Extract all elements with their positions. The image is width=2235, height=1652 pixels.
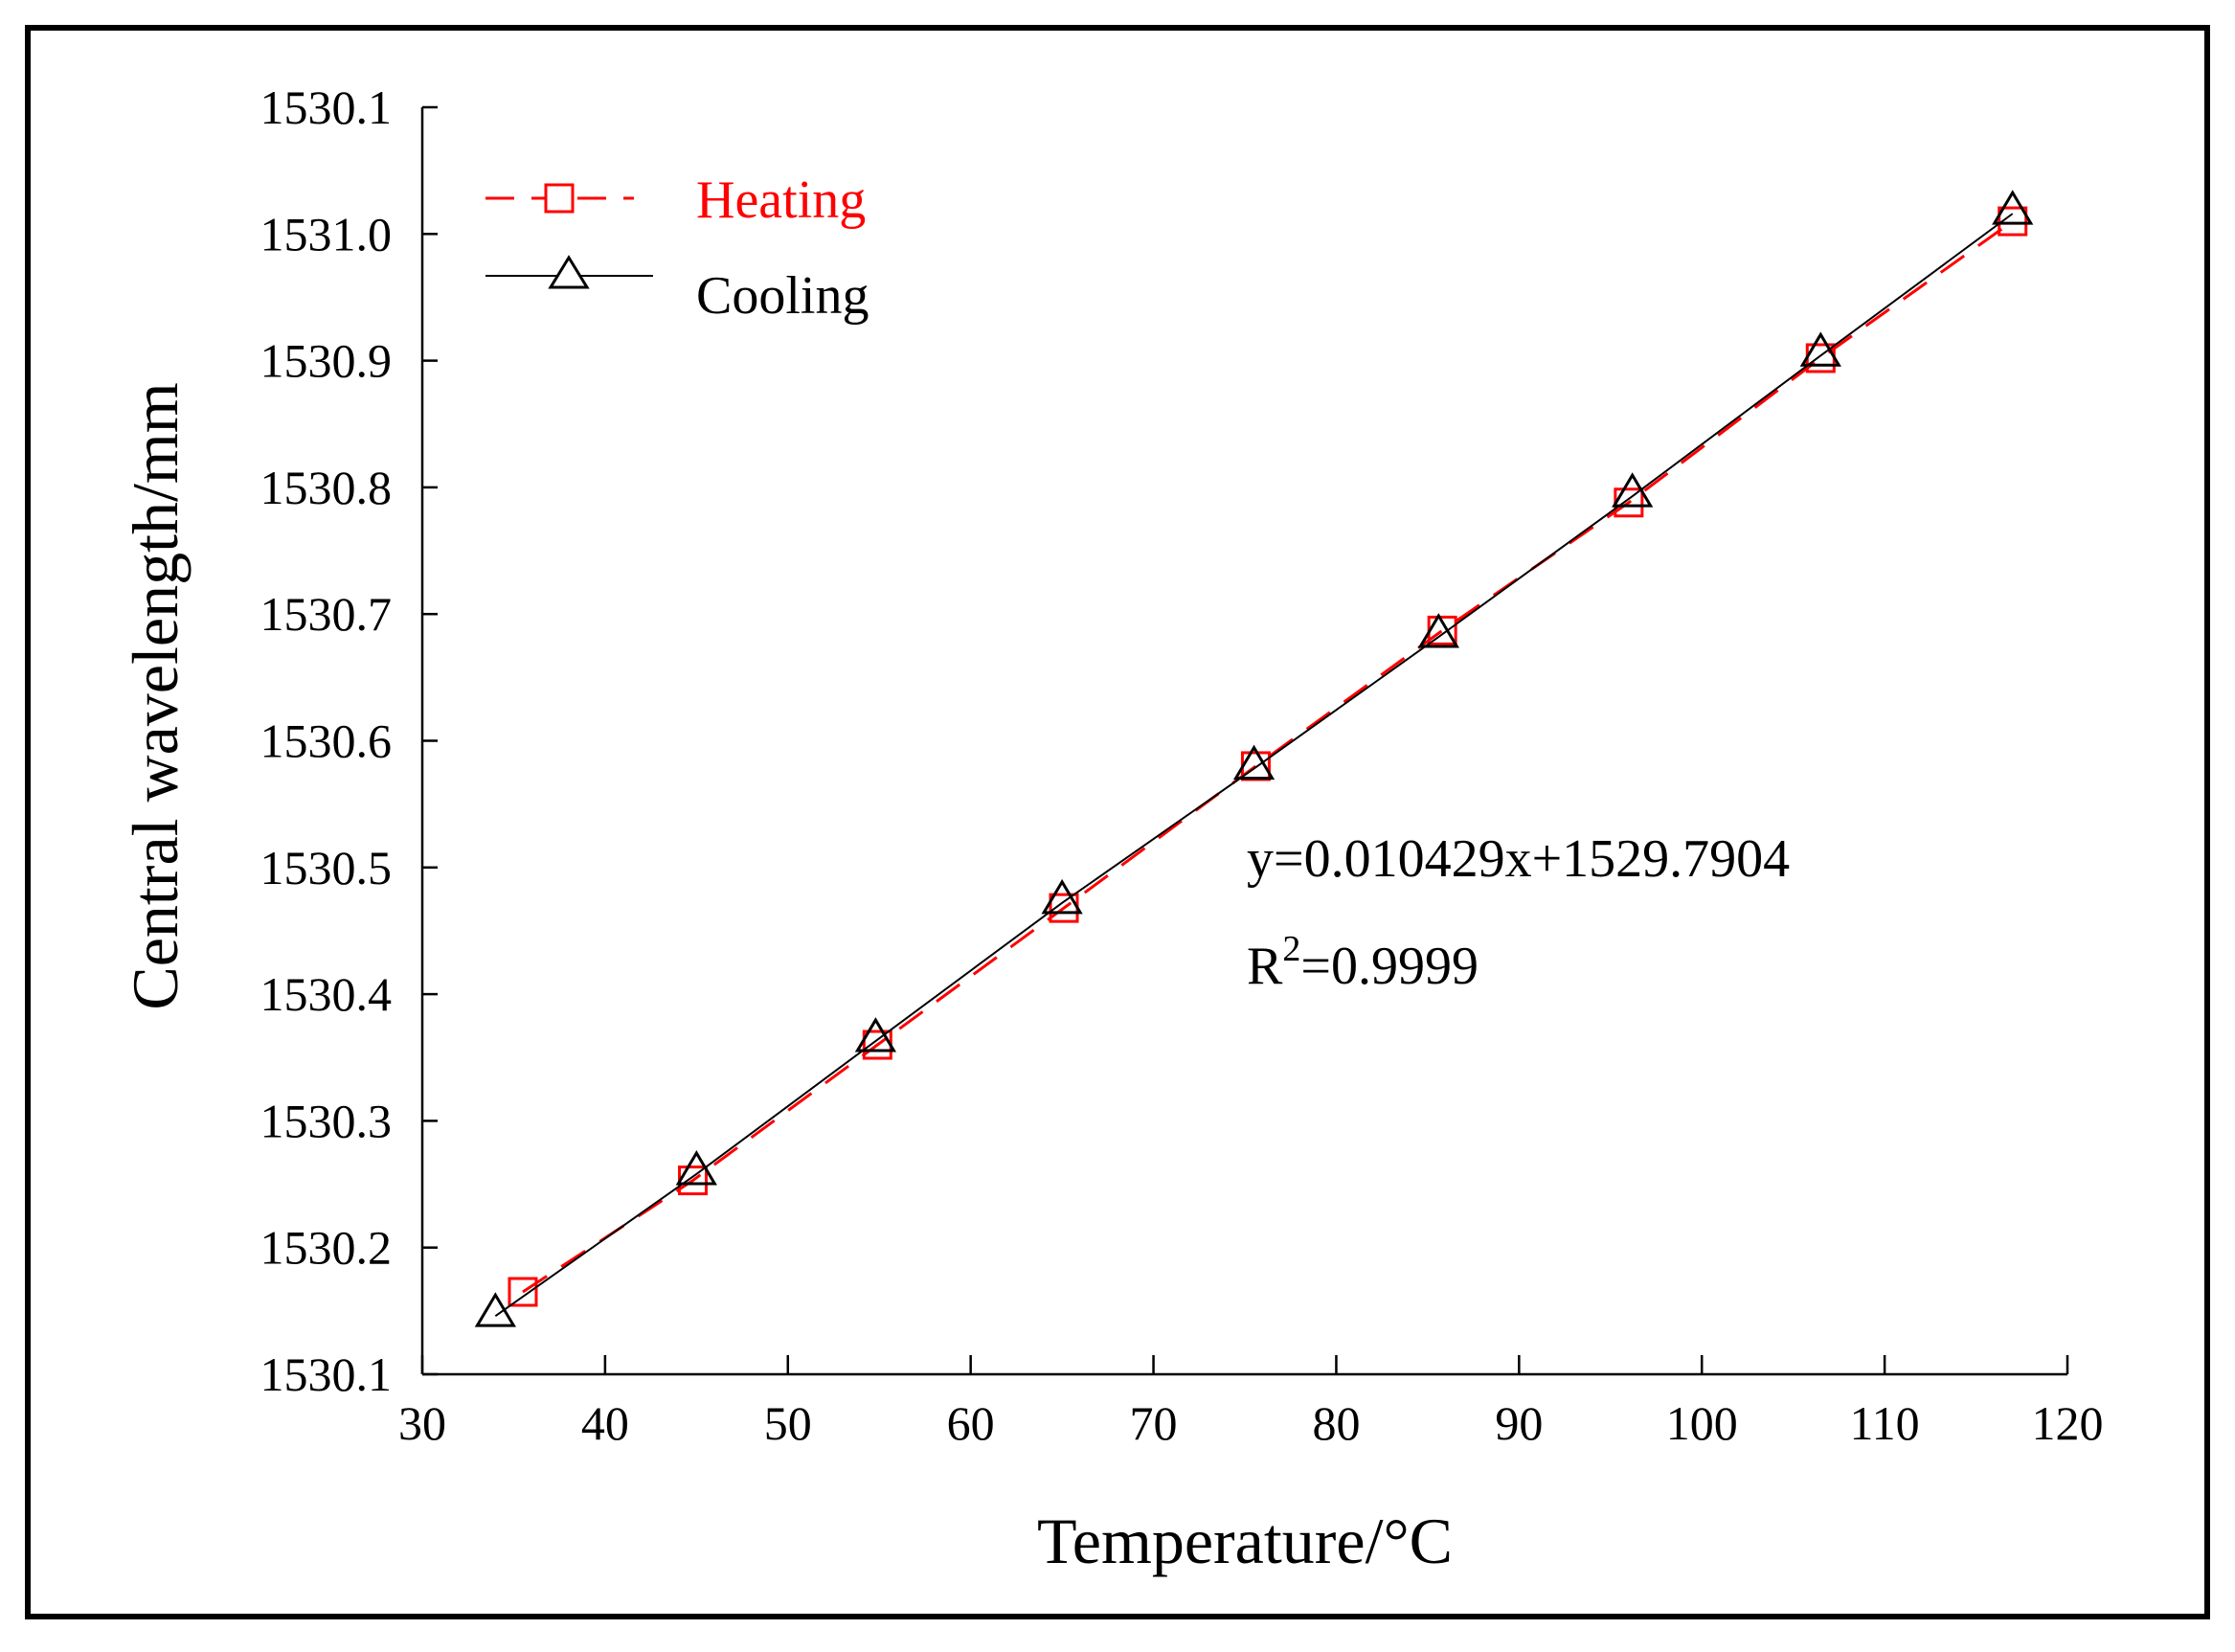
x-tick-label: 50: [764, 1396, 812, 1450]
figure-frame: 30 40 50 60 70 80 90 100 110 120 1530.1 1530.2 1530…: [25, 25, 2210, 1619]
legend-heating-label: Heating: [696, 170, 866, 230]
legend-cooling-label: Cooling: [696, 266, 869, 326]
y-tick-label: 1531.0: [260, 207, 393, 260]
data-point-cooling: [1232, 744, 1276, 781]
data-point-cooling: [1799, 331, 1841, 367]
y-tick-label: 1530.4: [260, 967, 393, 1021]
legend: Heating Cooling: [485, 170, 869, 326]
y-tick-label: 1530.9: [260, 334, 393, 388]
legend-cooling-marker: [548, 255, 590, 289]
x-tick-label: 100: [1666, 1396, 1738, 1450]
series-line-cooling: [494, 213, 2014, 1317]
x-axis-ticks: 30 40 50 60 70 80 90 100 110 120: [398, 1355, 2104, 1450]
fit-equation: y=0.010429x+1529.7904: [1247, 829, 1790, 889]
x-tick-label: 70: [1130, 1396, 1178, 1450]
data-point-heating: [508, 1277, 538, 1307]
x-tick-label: 110: [1850, 1396, 1920, 1450]
y-axis-ticks: 1530.1 1530.2 1530.3 1530.4 1530.5 1530.6 1530…: [260, 80, 438, 1401]
x-axis-title: Temperature/°C: [1037, 1505, 1453, 1577]
series-line-heating: [522, 219, 2014, 1294]
y-tick-label: 1530.1: [260, 1347, 393, 1401]
y-tick-label: 1530.8: [260, 461, 393, 514]
x-tick-label: 120: [2032, 1396, 2104, 1450]
y-tick-label: 1530.3: [260, 1094, 393, 1147]
data-point-cooling: [474, 1292, 516, 1327]
data-point-cooling: [675, 1150, 717, 1186]
line-chart: 30 40 50 60 70 80 90 100 110 120 1530.11530.21530…: [119, 80, 2104, 1577]
data-point-cooling: [1417, 613, 1459, 648]
data-point-cooling: [1041, 878, 1083, 915]
series-cooling: [474, 190, 2034, 1327]
r-squared: R2=0.9999: [1247, 929, 1479, 996]
y-axis-title: Central wavelength/mm: [119, 382, 192, 1009]
x-tick-label: 80: [1312, 1396, 1360, 1450]
data-point-heating: [1998, 206, 2028, 237]
data-point-cooling: [854, 1017, 897, 1052]
x-tick-label: 90: [1495, 1396, 1543, 1450]
y-tick-label: 1530.2: [260, 1221, 393, 1275]
x-tick-label: 40: [581, 1396, 629, 1450]
data-point-cooling: [1992, 190, 2034, 225]
data-point-cooling: [1612, 472, 1654, 508]
y-tick-label: 1530.5: [260, 841, 393, 894]
x-tick-label: 30: [398, 1396, 446, 1450]
legend-heating-marker: [544, 183, 575, 214]
x-tick-label: 60: [947, 1396, 995, 1450]
y-tick-label: 1530.6: [260, 714, 393, 768]
y-tick-label: 1530.1: [260, 80, 393, 134]
y-tick-label: 1530.7: [260, 587, 393, 641]
